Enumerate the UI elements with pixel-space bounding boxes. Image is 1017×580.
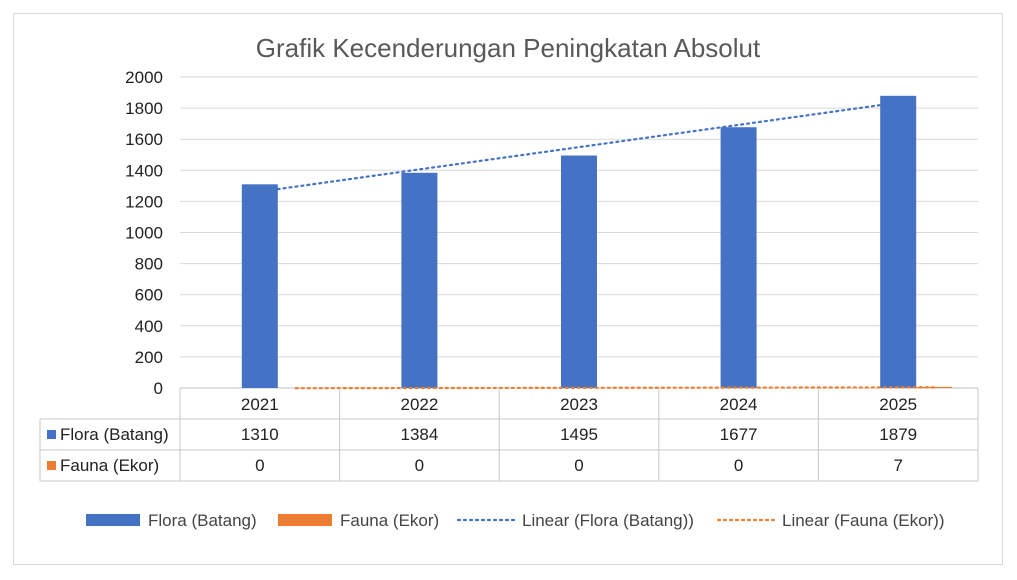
bars — [241, 95, 953, 389]
x-category-label: 2021 — [241, 395, 279, 414]
table-cell-value: 0 — [415, 456, 424, 475]
bar-flora-2025 — [880, 95, 917, 389]
y-tick-label: 2000 — [125, 68, 163, 87]
table-series-name: Flora (Batang) — [60, 425, 169, 444]
y-tick-label: 1400 — [125, 161, 163, 180]
legend: Flora (Batang) Fauna (Ekor) Linear (Flora … — [86, 511, 945, 530]
legend-label: Linear (Flora (Batang)) — [522, 511, 694, 530]
bar-flora-2023 — [561, 155, 597, 388]
data-table: 2021 2022 2023 2024 2025 Flora (Batang) 1310 13… — [39, 388, 979, 482]
table-series-name: Fauna (Ekor) — [60, 456, 159, 475]
legend-key — [278, 514, 332, 526]
y-tick-label: 1200 — [125, 192, 163, 211]
x-category-label: 2024 — [720, 395, 758, 414]
x-category-label: 2022 — [400, 395, 438, 414]
table-cell-value: 0 — [734, 456, 743, 475]
y-tick-label: 400 — [135, 317, 163, 336]
table-legend-key — [47, 430, 56, 439]
chart-area — [13, 13, 1003, 565]
table-cell-value: 1879 — [879, 425, 917, 444]
y-tick-label: 800 — [135, 255, 163, 274]
table-cell-value: 1495 — [560, 425, 598, 444]
bar-flora-2021 — [241, 184, 278, 388]
table-cell-value: 7 — [893, 456, 902, 475]
x-category-label: 2023 — [560, 395, 598, 414]
legend-label: Flora (Batang) — [148, 511, 257, 530]
chart-title: Grafik Kecenderungan Peningkatan Absolut — [256, 33, 761, 63]
y-tick-label: 1600 — [125, 130, 163, 149]
y-tick-label: 1800 — [125, 99, 163, 118]
trendline-fauna — [294, 386, 936, 390]
legend-label: Fauna (Ekor) — [340, 511, 439, 530]
y-axis-labels: 0 200 400 600 800 1000 1200 1400 1600 1800 2000 — [125, 68, 163, 398]
table-cell-value: 0 — [574, 456, 583, 475]
y-tick-label: 0 — [154, 379, 163, 398]
trendline-flora — [258, 101, 900, 193]
y-tick-label: 1000 — [125, 224, 163, 243]
table-cell-value: 1310 — [241, 425, 279, 444]
bar-flora-2022 — [401, 172, 438, 388]
table-cell-value: 1384 — [400, 425, 438, 444]
bar-flora-2024 — [720, 127, 757, 388]
table-legend-key — [47, 461, 56, 470]
table-cell-value: 0 — [255, 456, 264, 475]
trendlines — [258, 101, 936, 390]
legend-label: Linear (Fauna (Ekor)) — [782, 511, 945, 530]
y-tick-label: 600 — [135, 286, 163, 305]
x-category-label: 2025 — [879, 395, 917, 414]
table-cell-value: 1677 — [720, 425, 758, 444]
legend-key — [86, 514, 140, 526]
y-tick-label: 200 — [135, 348, 163, 367]
